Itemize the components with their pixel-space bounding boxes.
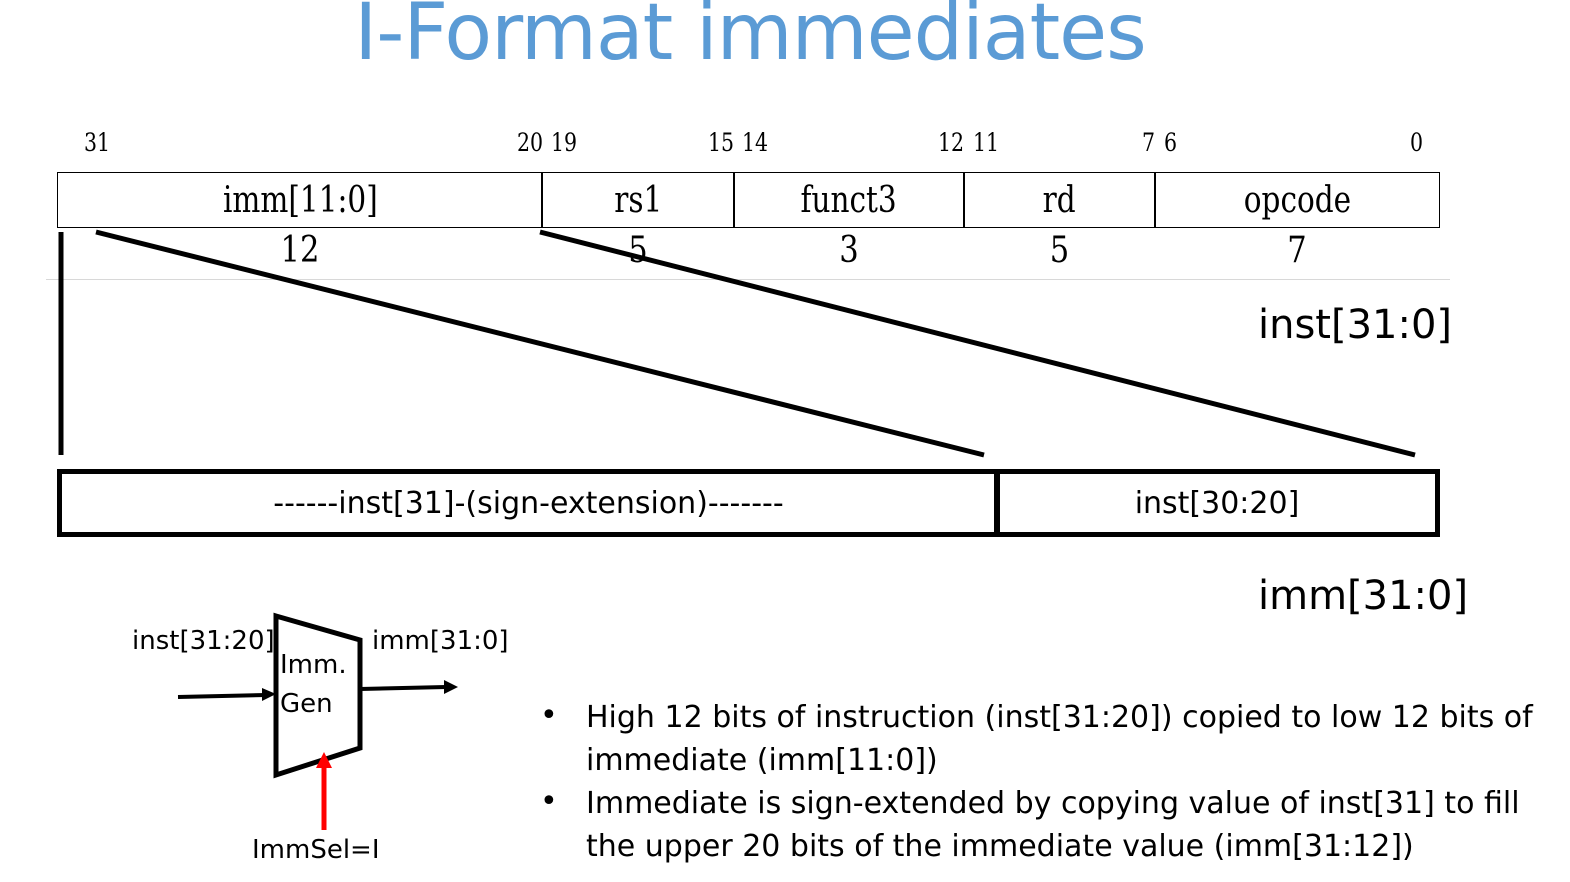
immgen-block-line2: Gen <box>280 689 333 719</box>
field-rd: rd <box>963 172 1156 228</box>
bit-number: 11 <box>973 128 1000 157</box>
field-width: 7 <box>1287 230 1307 271</box>
divider <box>46 279 1450 280</box>
bit-number: 20 <box>517 128 544 157</box>
immgen-block-line1: Imm. <box>280 650 347 680</box>
bit-number: 31 <box>84 128 111 157</box>
bullet-dot-icon: • <box>540 698 558 733</box>
field-label: funct3 <box>800 179 898 221</box>
select-arrowhead <box>316 752 332 768</box>
field-width: 12 <box>280 230 320 271</box>
immgen-input-label: inst[31:20] <box>132 626 275 656</box>
slide-title: I-Format immediates <box>354 0 1147 78</box>
output-arrowhead <box>444 680 458 694</box>
field-label: rs1 <box>613 179 663 221</box>
field-funct3: funct3 <box>733 172 965 228</box>
imm-gen-block <box>273 612 363 779</box>
bit-number: 19 <box>551 128 578 157</box>
low-bits-box: inst[30:20] <box>994 469 1440 537</box>
field-label: opcode <box>1243 179 1351 221</box>
field-opcode: opcode <box>1154 172 1440 228</box>
bit-number: 0 <box>1410 128 1424 157</box>
field-imm: imm[11:0] <box>57 172 543 228</box>
field-width: 5 <box>1049 230 1070 271</box>
bit-number: 6 <box>1164 128 1178 157</box>
field-width: 3 <box>839 230 859 271</box>
bit-number: 7 <box>1142 128 1156 157</box>
bullet-text: Immediate is sign-extended by copying va… <box>586 786 1520 864</box>
bit-number: 14 <box>742 128 769 157</box>
imm-high-mapping-line <box>95 229 985 458</box>
imm-low-mapping-line <box>539 229 1416 458</box>
bit-number: 15 <box>708 128 735 157</box>
field-label: imm[11:0] <box>222 179 378 221</box>
input-arrow <box>177 693 267 699</box>
bit-number: 12 <box>938 128 965 157</box>
field-label: rd <box>1042 179 1077 221</box>
bullet-list: • High 12 bits of instruction (inst[31:2… <box>540 696 1540 868</box>
input-arrowhead <box>262 688 276 701</box>
bullet-text: High 12 bits of instruction (inst[31:20]… <box>586 700 1533 778</box>
bullet-item: • High 12 bits of instruction (inst[31:2… <box>540 696 1540 782</box>
field-rs1: rs1 <box>541 172 735 228</box>
bullet-dot-icon: • <box>540 784 558 819</box>
immgen-output-label: imm[31:0] <box>372 626 509 656</box>
sign-extension-text: ------inst[31]-(sign-extension)------- <box>273 485 784 521</box>
output-arrow <box>359 685 447 691</box>
bullet-item: • Immediate is sign-extended by copying … <box>540 782 1540 868</box>
sign-extension-box: ------inst[31]-(sign-extension)------- <box>57 469 1000 537</box>
inst-label: inst[31:0] <box>1258 302 1453 348</box>
low-bits-text: inst[30:20] <box>1134 485 1300 521</box>
imm-label: imm[31:0] <box>1258 573 1469 619</box>
immsel-label: ImmSel=I <box>252 835 380 865</box>
